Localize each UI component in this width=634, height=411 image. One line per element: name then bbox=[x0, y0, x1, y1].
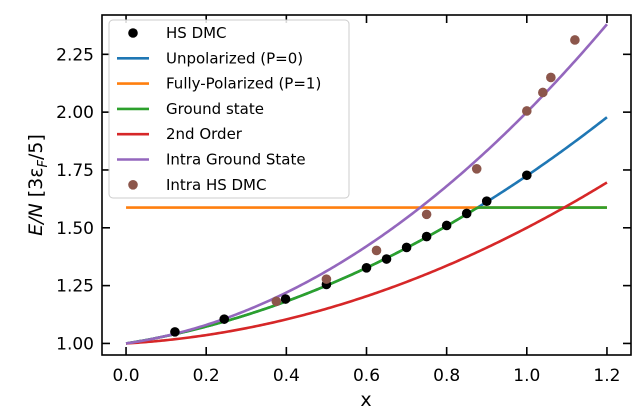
y-tick-label: 2.25 bbox=[56, 45, 94, 65]
data-point-hs-dmc bbox=[170, 327, 180, 337]
series-line-ground-state bbox=[125, 206, 607, 345]
y-tick-label: 2.00 bbox=[56, 103, 94, 123]
data-point-intra-hs-dmc bbox=[570, 35, 580, 45]
data-point-intra-hs-dmc bbox=[546, 72, 556, 83]
data-point-intra-hs-dmc bbox=[271, 296, 282, 307]
y-axis-label: E/N [3εF/5] bbox=[25, 134, 51, 236]
x-tick-label: 0.8 bbox=[433, 366, 460, 386]
series-line-2nd-order bbox=[125, 181, 608, 345]
legend-item-unpolarized-p-0: Unpolarized (P=0) bbox=[117, 49, 303, 67]
data-point-hs-dmc bbox=[361, 263, 372, 273]
x-axis-label: x bbox=[360, 389, 371, 411]
data-point-hs-dmc bbox=[421, 231, 432, 242]
legend-label: Fully-Polarized (P=1) bbox=[166, 75, 321, 93]
legend-label: Unpolarized (P=0) bbox=[166, 49, 303, 67]
y-tick-label: 1.25 bbox=[56, 277, 94, 297]
legend-item-ground-state: Ground state bbox=[117, 100, 264, 118]
svg-text:E/N [3εF/5]: E/N [3εF/5] bbox=[25, 134, 51, 236]
y-tick-labels: 1.00 1.25 1.50 1.75 2.00 2.25 bbox=[56, 45, 94, 354]
x-tick-label: 0.4 bbox=[273, 366, 300, 386]
data-point-intra-hs-dmc bbox=[471, 164, 482, 174]
legend-label: Intra HS DMC bbox=[166, 176, 266, 194]
y-tick-label: 1.50 bbox=[56, 219, 94, 239]
data-point-hs-dmc bbox=[461, 208, 472, 219]
x-tick-label: 1.2 bbox=[593, 366, 620, 386]
data-point-hs-dmc bbox=[280, 294, 291, 304]
data-point-intra-hs-dmc bbox=[371, 245, 382, 256]
data-point-hs-dmc bbox=[481, 196, 492, 206]
x-tick-labels: 0.0 0.2 0.4 0.6 0.8 1.0 1.2 bbox=[113, 366, 621, 386]
data-point-intra-hs-dmc bbox=[321, 274, 332, 284]
data-point-intra-hs-dmc bbox=[538, 87, 548, 98]
data-point-hs-dmc bbox=[441, 220, 452, 231]
legend-box bbox=[108, 19, 350, 199]
data-point-hs-dmc bbox=[381, 254, 392, 264]
legend-marker bbox=[128, 180, 138, 190]
y-tick-label: 1.75 bbox=[56, 161, 94, 181]
x-tick-label: 0.2 bbox=[193, 366, 220, 386]
legend-label: Intra Ground State bbox=[166, 151, 306, 169]
data-point-intra-hs-dmc bbox=[522, 106, 532, 116]
series-points bbox=[170, 35, 580, 337]
legend-item-intra-ground-state: Intra Ground State bbox=[117, 151, 306, 169]
legend: HS DMC Unpolarized (P=0) Fully-Polarized (… bbox=[108, 19, 350, 199]
y-tick-label: 1.00 bbox=[56, 334, 94, 354]
y-axis-label-unit-prefix: [3ε bbox=[25, 167, 47, 197]
y-axis-label-main: E/N bbox=[25, 203, 47, 236]
legend-marker bbox=[128, 28, 138, 38]
legend-item-fully-polarized-p-1: Fully-Polarized (P=1) bbox=[117, 75, 321, 93]
legend-label: HS DMC bbox=[166, 24, 227, 42]
legend-item-hs-dmc: HS DMC bbox=[128, 24, 227, 42]
data-point-intra-hs-dmc bbox=[421, 209, 432, 220]
x-tick-label: 0.0 bbox=[113, 366, 140, 386]
legend-label: Ground state bbox=[166, 100, 264, 118]
legend-item-intra-hs-dmc: Intra HS DMC bbox=[128, 176, 266, 194]
y-axis-label-unit-suffix: /5] bbox=[25, 134, 47, 160]
data-point-hs-dmc bbox=[219, 314, 230, 324]
legend-label: 2nd Order bbox=[166, 125, 243, 143]
data-point-hs-dmc bbox=[401, 242, 412, 253]
legend-item-2nd-order: 2nd Order bbox=[117, 125, 243, 143]
data-point-hs-dmc bbox=[522, 170, 532, 181]
x-tick-label: 1.0 bbox=[513, 366, 540, 386]
x-tick-label: 0.6 bbox=[353, 366, 380, 386]
y-axis-label-unit-sub: F bbox=[36, 159, 51, 167]
